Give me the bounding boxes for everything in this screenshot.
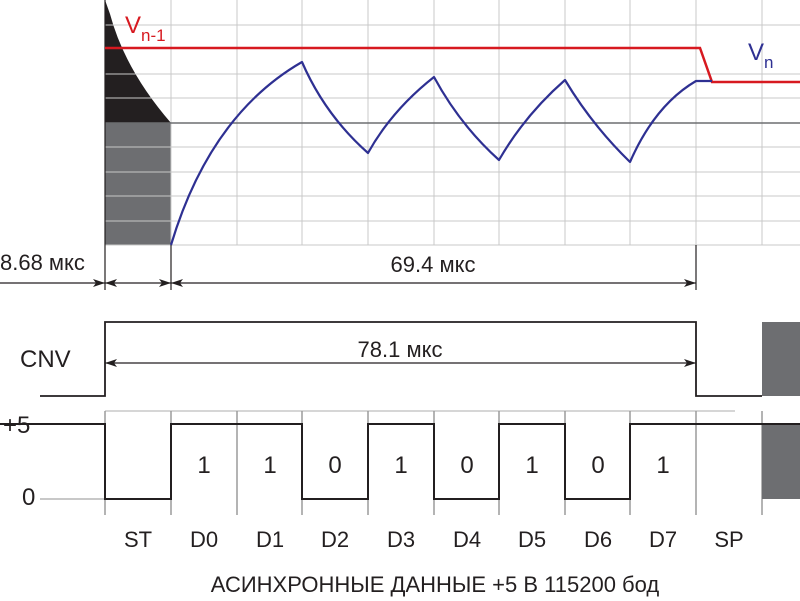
time-cnv-label: 78.1 мкс xyxy=(358,337,443,362)
bit-name-st: ST xyxy=(124,527,152,552)
bit-value-d7: 1 xyxy=(656,452,669,479)
bit-value-d6: 0 xyxy=(591,452,604,479)
v-prev-subscript: n-1 xyxy=(141,26,166,45)
bit-value-d2: 0 xyxy=(328,452,341,479)
cnv-gray-block xyxy=(762,322,800,396)
signal-curve xyxy=(169,60,712,246)
start-bit-gray-block xyxy=(105,123,171,245)
data-waveform xyxy=(0,423,762,500)
data-gray-block xyxy=(762,424,800,499)
v-prev-label: Vn-1 xyxy=(125,12,166,45)
v-next-subscript: n xyxy=(764,53,773,72)
analog-plot: Vn-1 Vn xyxy=(104,0,800,290)
bit-value-d4: 0 xyxy=(460,452,473,479)
bit-name-d4: D4 xyxy=(453,527,481,552)
bit-name-d2: D2 xyxy=(321,527,349,552)
cnv-label: CNV xyxy=(20,346,71,373)
diagram-caption: АСИНХРОННЫЕ ДАННЫЕ +5 В 115200 бод xyxy=(211,572,660,597)
bit-name-d6: D6 xyxy=(584,527,612,552)
bit-name-d0: D0 xyxy=(190,527,218,552)
bit-names: ST D0 D1 D2 D3 D4 D5 D6 D7 SP xyxy=(124,527,744,552)
bit-name-sp: SP xyxy=(714,527,743,552)
bit-value-d1: 1 xyxy=(263,452,276,479)
time-dimensions: 8.68 мкс 69.4 мкс xyxy=(0,245,697,290)
zero-label: 0 xyxy=(22,484,35,511)
plus5-label: +5 xyxy=(3,412,30,439)
v-next-label: Vn xyxy=(748,39,773,72)
v-next-main: V xyxy=(748,39,764,66)
v-reference-line xyxy=(105,46,800,84)
data-signal: +5 0 1 1 0 1 0 1 0 1 xyxy=(0,411,800,552)
bit-value-d5: 1 xyxy=(525,452,538,479)
bit-value-d0: 1 xyxy=(197,452,210,479)
horizontal-grid xyxy=(105,24,800,246)
v-prev-main: V xyxy=(125,12,141,39)
time-start-label: 8.68 мкс xyxy=(0,250,85,275)
discharge-region xyxy=(105,0,171,123)
time-data-label: 69.4 мкс xyxy=(391,252,476,277)
bit-name-d5: D5 xyxy=(518,527,546,552)
bit-value-d3: 1 xyxy=(394,452,407,479)
bit-name-d1: D1 xyxy=(256,527,284,552)
bit-values: 1 1 0 1 0 1 0 1 xyxy=(197,452,669,479)
cnv-signal: CNV 78.1 мкс xyxy=(20,321,800,397)
bit-name-d7: D7 xyxy=(649,527,677,552)
cnv-waveform xyxy=(40,321,762,397)
bit-name-d3: D3 xyxy=(387,527,415,552)
